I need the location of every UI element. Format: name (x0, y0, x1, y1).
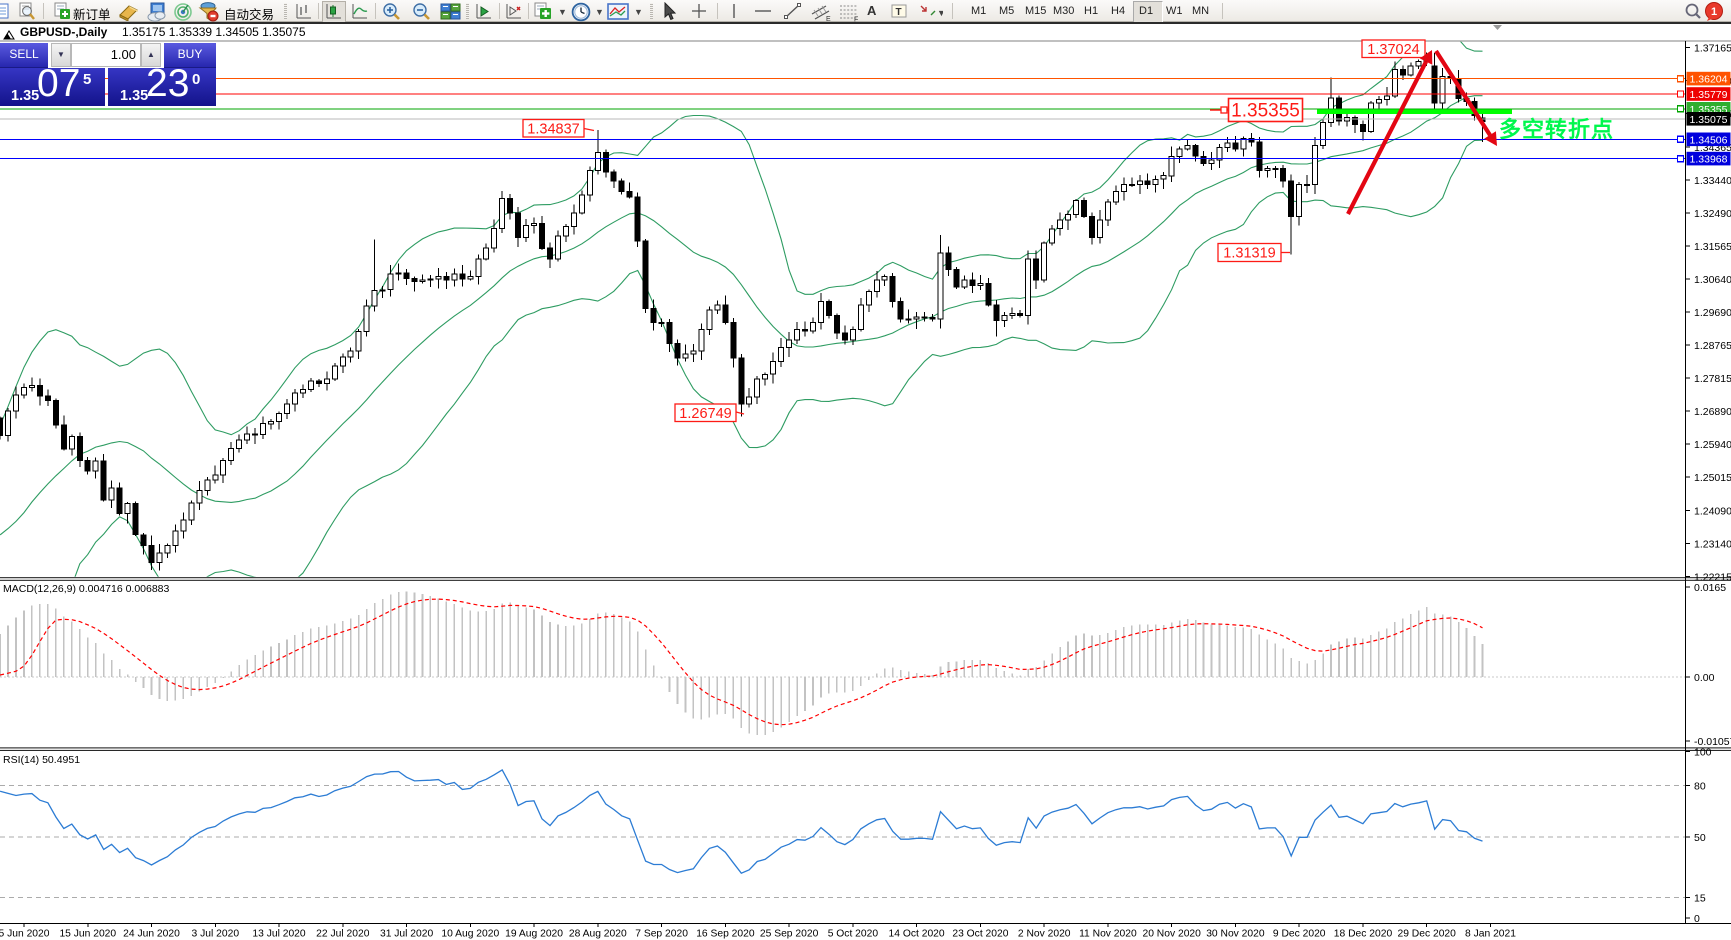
svg-text:15 Jun 2020: 15 Jun 2020 (59, 929, 116, 940)
svg-text:1.35779: 1.35779 (1690, 89, 1728, 101)
svg-text:1: 1 (1711, 6, 1717, 18)
svg-text:31 Jul 2020: 31 Jul 2020 (380, 929, 434, 940)
svg-text:80: 80 (1694, 781, 1706, 793)
svg-text:29 Dec 2020: 29 Dec 2020 (1397, 929, 1456, 940)
svg-text:7 Sep 2020: 7 Sep 2020 (635, 929, 688, 940)
svg-text:11 Nov 2020: 11 Nov 2020 (1079, 929, 1137, 940)
svg-text:1.24090: 1.24090 (1694, 505, 1731, 517)
svg-text:8 Jan 2021: 8 Jan 2021 (1465, 929, 1516, 940)
svg-text:1.28765: 1.28765 (1694, 340, 1731, 352)
svg-text:RSI(14) 50.4951: RSI(14) 50.4951 (3, 754, 80, 766)
svg-text:1.36204: 1.36204 (1690, 74, 1728, 86)
svg-text:13 Jul 2020: 13 Jul 2020 (252, 929, 306, 940)
svg-text:0.0165: 0.0165 (1694, 582, 1726, 594)
svg-text:9 Dec 2020: 9 Dec 2020 (1273, 929, 1326, 940)
svg-text:0: 0 (1694, 913, 1700, 925)
svg-text:1.34506: 1.34506 (1690, 134, 1728, 146)
svg-text:2 Nov 2020: 2 Nov 2020 (1018, 929, 1071, 940)
svg-text:多空转折点: 多空转折点 (1499, 117, 1614, 142)
svg-text:1.22215: 1.22215 (1694, 571, 1731, 583)
svg-text:18 Dec 2020: 18 Dec 2020 (1334, 929, 1393, 940)
svg-text:1.35075: 1.35075 (1690, 114, 1728, 126)
svg-text:5 Jun 2020: 5 Jun 2020 (0, 929, 50, 940)
svg-text:T: T (896, 7, 902, 18)
svg-text:30 Nov 2020: 30 Nov 2020 (1206, 929, 1265, 940)
svg-text:15: 15 (1694, 893, 1706, 905)
svg-text:1.26749: 1.26749 (679, 406, 731, 422)
svg-text:1.25015: 1.25015 (1694, 472, 1731, 484)
svg-text:20 Nov 2020: 20 Nov 2020 (1142, 929, 1201, 940)
svg-text:3 Jul 2020: 3 Jul 2020 (192, 929, 240, 940)
svg-text:1.33968: 1.33968 (1690, 154, 1728, 166)
svg-text:1.23140: 1.23140 (1694, 538, 1731, 550)
svg-text:1.37165: 1.37165 (1694, 43, 1731, 55)
svg-text:28 Aug 2020: 28 Aug 2020 (569, 929, 627, 940)
svg-text:50: 50 (1694, 832, 1706, 844)
svg-text:16 Sep 2020: 16 Sep 2020 (696, 929, 755, 940)
svg-text:E: E (826, 16, 831, 22)
svg-text:100: 100 (1694, 747, 1712, 759)
svg-text:24 Jun 2020: 24 Jun 2020 (123, 929, 180, 940)
svg-text:1.30640: 1.30640 (1694, 274, 1731, 286)
svg-text:0.00: 0.00 (1694, 672, 1715, 684)
svg-text:1.29690: 1.29690 (1694, 307, 1731, 319)
svg-text:22 Jul 2020: 22 Jul 2020 (316, 929, 370, 940)
svg-text:▼: ▼ (937, 8, 943, 18)
svg-text:1.32490: 1.32490 (1694, 208, 1731, 220)
svg-text:1.33440: 1.33440 (1694, 175, 1731, 187)
svg-text:MACD(12,26,9) 0.004716 0.00688: MACD(12,26,9) 0.004716 0.006883 (3, 583, 170, 595)
svg-text:1.37024: 1.37024 (1367, 42, 1419, 58)
svg-text:1.35355: 1.35355 (1231, 101, 1300, 122)
svg-text:F: F (854, 17, 858, 23)
svg-text:1.27815: 1.27815 (1694, 373, 1731, 385)
svg-text:-0.010571: -0.010571 (1694, 736, 1731, 748)
svg-text:19 Aug 2020: 19 Aug 2020 (505, 929, 563, 940)
svg-text:1.31565: 1.31565 (1694, 241, 1731, 253)
svg-text:23 Oct 2020: 23 Oct 2020 (952, 929, 1008, 940)
svg-text:1.34837: 1.34837 (527, 121, 579, 137)
svg-text:10 Aug 2020: 10 Aug 2020 (441, 929, 499, 940)
svg-text:25 Sep 2020: 25 Sep 2020 (760, 929, 819, 940)
svg-text:1.26890: 1.26890 (1694, 406, 1731, 418)
svg-text:1.25940: 1.25940 (1694, 439, 1731, 451)
svg-text:1.31319: 1.31319 (1223, 246, 1275, 262)
svg-text:5 Oct 2020: 5 Oct 2020 (828, 929, 879, 940)
svg-text:14 Oct 2020: 14 Oct 2020 (889, 929, 945, 940)
